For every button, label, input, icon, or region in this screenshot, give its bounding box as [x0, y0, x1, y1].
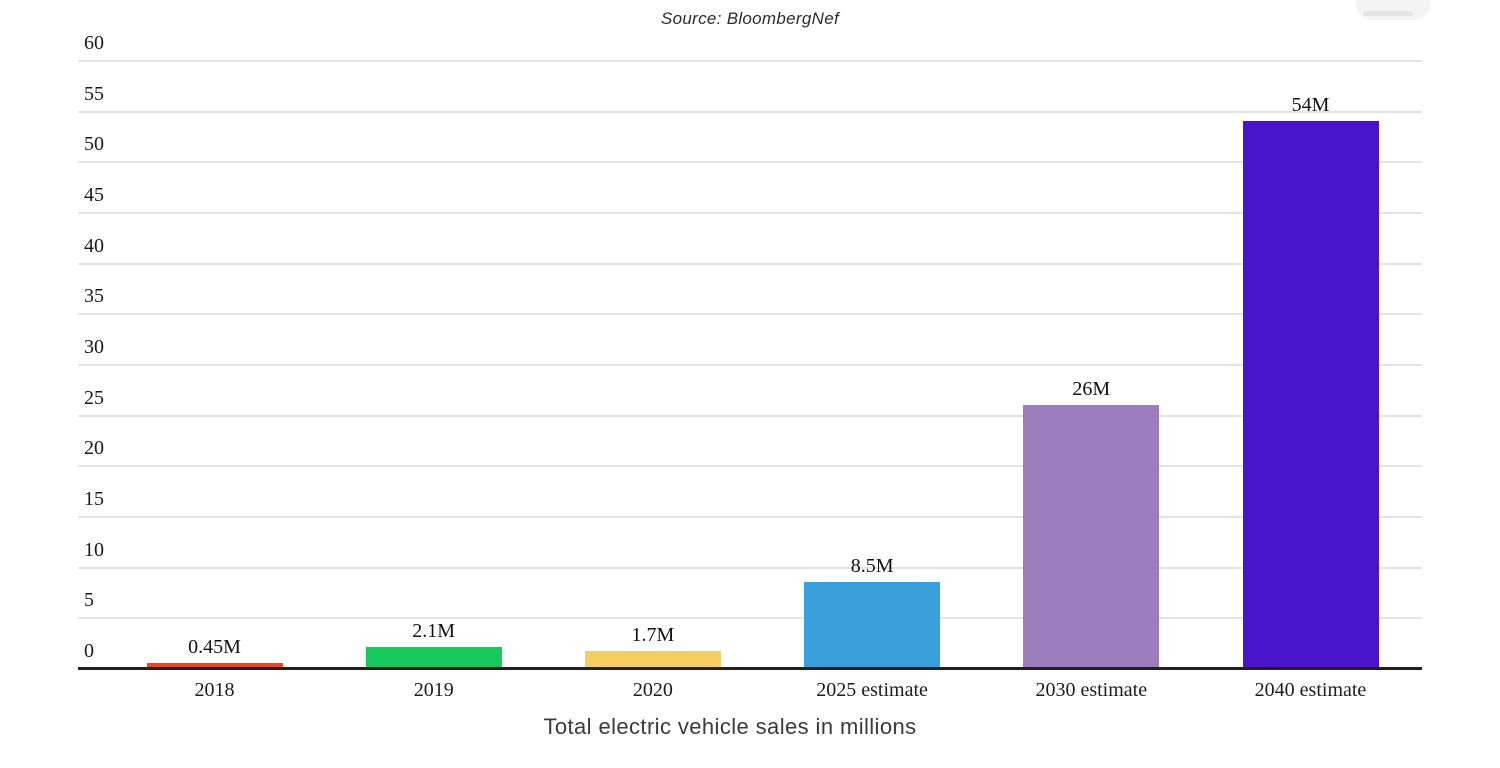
y-tick-label-5: 5: [84, 589, 94, 612]
gridline-40: [78, 262, 1422, 265]
faded-ui-widget: [1356, 0, 1430, 20]
faded-ui-widget-bar: [1363, 11, 1413, 16]
x-tick-label-2030-estimate: 2030 estimate: [1035, 679, 1148, 701]
y-tick-label-10: 10: [84, 538, 104, 561]
y-tick-label-25: 25: [84, 386, 104, 409]
y-tick-label-50: 50: [84, 133, 104, 156]
gridline-30: [78, 364, 1422, 366]
bar-2018: [146, 663, 283, 668]
bar-value-label-8.5M: 8.5M: [850, 554, 894, 577]
bar-2020: [584, 650, 721, 668]
gridline-35: [78, 313, 1422, 316]
gridline-50: [78, 161, 1422, 164]
bar-value-label-54M: 54M: [1291, 93, 1330, 116]
bar-value-label-2.1M: 2.1M: [412, 619, 456, 642]
bar-2019: [365, 646, 502, 668]
x-tick-label-2025-estimate: 2025 estimate: [816, 679, 928, 701]
y-tick-label-35: 35: [84, 285, 104, 308]
gridline-5: [78, 617, 1422, 620]
gridline-25: [78, 414, 1422, 417]
x-tick-label-2019: 2019: [413, 679, 454, 701]
bar-2030-estimate: [1023, 404, 1160, 668]
x-tick-label-2020: 2020: [632, 679, 673, 701]
y-tick-label-0: 0: [84, 640, 94, 662]
y-tick-label-15: 15: [84, 488, 104, 510]
x-tick-label-2018: 2018: [194, 679, 235, 701]
chart-caption: Total electric vehicle sales in millions: [543, 714, 917, 739]
bar-2025-estimate: [804, 581, 941, 668]
y-tick-label-60: 60: [84, 32, 104, 54]
bar-value-label-1.7M: 1.7M: [631, 623, 675, 646]
bar-value-label-0.45M: 0.45M: [188, 636, 241, 659]
y-tick-label-20: 20: [84, 437, 104, 460]
gridline-20: [78, 465, 1422, 468]
y-tick-label-55: 55: [84, 82, 104, 105]
gridline-55: [78, 110, 1422, 113]
y-tick-label-40: 40: [84, 234, 104, 257]
gridline-45: [78, 212, 1422, 214]
gridline-10: [78, 566, 1422, 569]
gridline-15: [78, 516, 1422, 518]
x-axis-line: [78, 667, 1422, 670]
chart-source-label: Source: BloombergNef: [661, 9, 839, 28]
bar-value-label-26M: 26M: [1072, 377, 1111, 400]
gridline-60: [78, 60, 1422, 62]
bar-2040-estimate: [1242, 120, 1379, 668]
y-tick-label-30: 30: [84, 336, 104, 358]
x-tick-label-2040-estimate: 2040 estimate: [1254, 679, 1367, 701]
y-tick-label-45: 45: [84, 184, 104, 206]
